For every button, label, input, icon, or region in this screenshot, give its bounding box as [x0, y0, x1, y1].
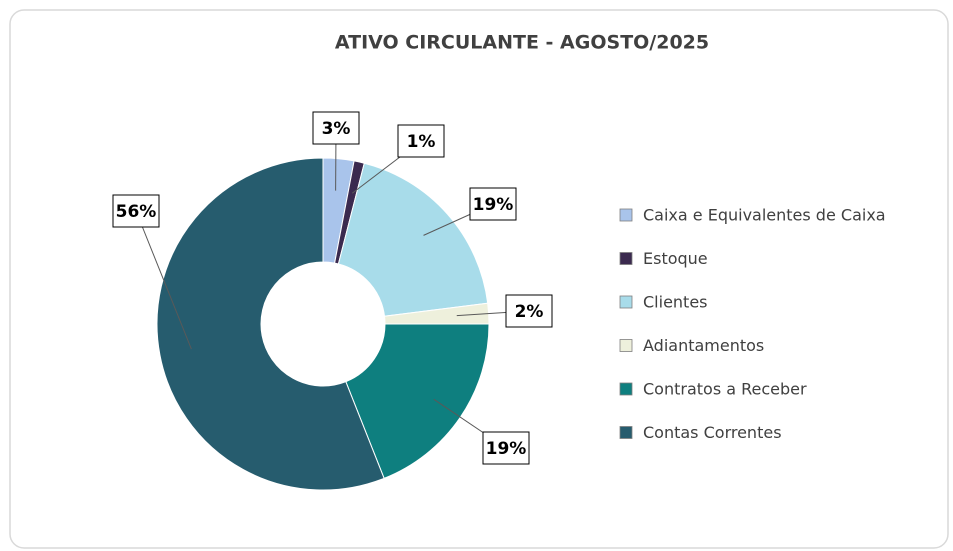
legend-swatch	[619, 295, 633, 309]
value-label: 3%	[322, 119, 351, 139]
legend-swatch	[619, 382, 633, 396]
value-label-box	[469, 187, 517, 221]
legend-swatch	[619, 208, 633, 222]
value-label: 56%	[116, 202, 157, 222]
legend-label: Contas Correntes	[643, 423, 782, 442]
donut-slice	[156, 157, 385, 491]
value-label: 2%	[515, 302, 544, 322]
legend-label: Clientes	[643, 293, 708, 312]
value-label: 19%	[473, 195, 514, 215]
legend-label: Estoque	[643, 249, 708, 268]
value-label: 1%	[407, 132, 436, 152]
legend-label: Adiantamentos	[643, 336, 764, 355]
legend-swatch	[619, 252, 633, 265]
legend-label: Caixa e Equivalentes de Caixa	[643, 206, 886, 225]
chart-title: ATIVO CIRCULANTE - AGOSTO/2025	[335, 32, 709, 54]
legend-swatch	[619, 339, 633, 352]
value-label-box	[112, 194, 160, 228]
value-label-box	[312, 111, 360, 145]
leader-line	[135, 210, 192, 350]
legend-swatch	[619, 426, 633, 439]
donut-slice	[337, 162, 489, 317]
value-label-box	[397, 124, 445, 158]
donut-slice	[345, 323, 490, 479]
legend-label: Contratos a Receber	[643, 380, 807, 399]
value-label: 19%	[486, 439, 527, 459]
value-label-box	[505, 294, 553, 328]
value-label-box	[482, 431, 530, 465]
